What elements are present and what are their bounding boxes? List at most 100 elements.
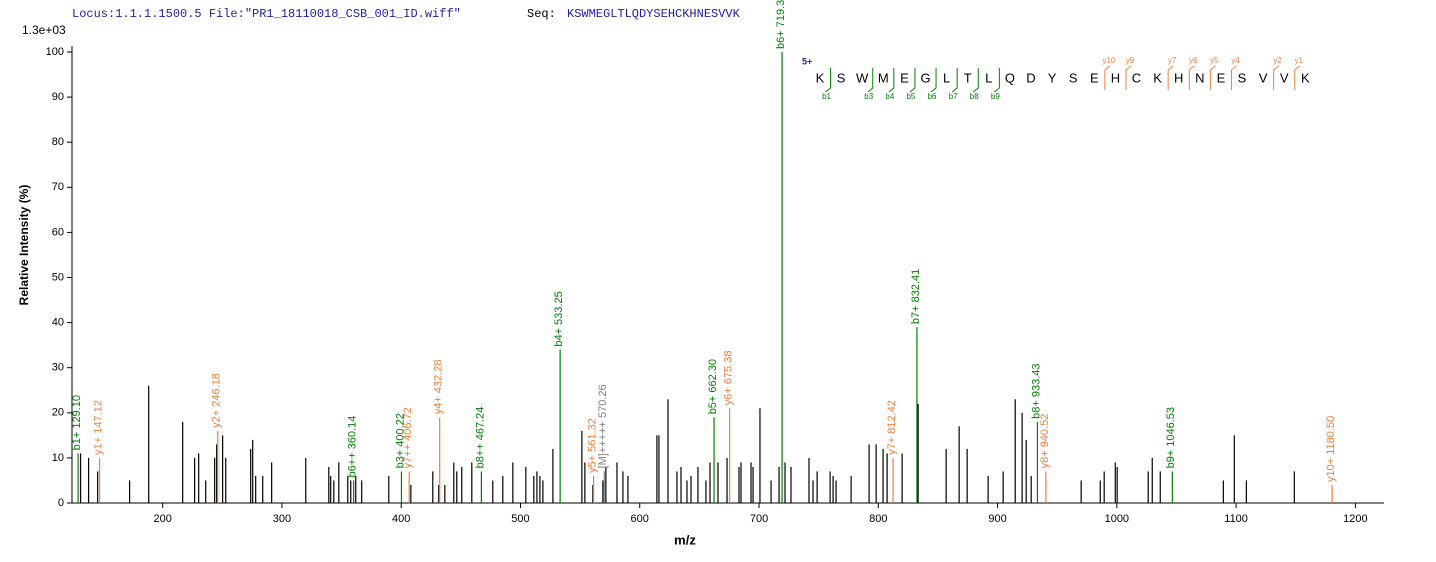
y-marker-label: y2 <box>1273 56 1282 65</box>
y-tick-label: 60 <box>52 226 64 238</box>
x-tick-label: 300 <box>273 513 291 525</box>
y-marker <box>1209 65 1216 90</box>
peak-label: y6+ 675.38 <box>723 351 735 406</box>
y-tick-label: 20 <box>52 407 64 419</box>
peak-label: [M]+++++ 570.26 <box>597 384 609 468</box>
residue: V <box>1259 70 1268 85</box>
x-tick-label: 1100 <box>1224 513 1248 525</box>
residue: K <box>1301 70 1310 85</box>
residue: T <box>964 70 972 85</box>
b-marker-label: b3 <box>864 92 873 101</box>
y-marker-label: y9 <box>1126 56 1135 65</box>
peak-label: b4+ 533.25 <box>553 291 565 346</box>
peak-label: b7+ 832.41 <box>910 269 922 324</box>
residue: Y <box>1048 70 1057 85</box>
x-tick-label: 200 <box>153 513 171 525</box>
residue: H <box>1174 70 1183 85</box>
y-marker <box>1125 65 1132 90</box>
b-marker-label: b1 <box>822 92 831 101</box>
residue: E <box>900 70 909 85</box>
peak-label: b6+ 719.31 <box>775 0 787 49</box>
b-marker-label: b4 <box>885 92 894 101</box>
x-tick-label: 400 <box>392 513 410 525</box>
header: Locus:1.1.1.1500.5 File:"PR1_18110018_CS… <box>72 7 461 21</box>
sequence-text: KSWMEGLTLQDYSEHCKHNESVVK <box>567 7 741 21</box>
y-marker-label: y10 <box>1102 56 1115 65</box>
residue: N <box>1195 70 1204 85</box>
residue: S <box>1069 70 1078 85</box>
b-marker-label: b8 <box>970 92 979 101</box>
peak-label: y7+ 812.42 <box>886 400 898 455</box>
peak-label: b6++ 360.14 <box>347 416 359 478</box>
x-tick-label: 800 <box>869 513 887 525</box>
y-tick-label: 50 <box>52 271 64 283</box>
x-tick-label: 500 <box>511 513 529 525</box>
residue: V <box>1280 70 1289 85</box>
x-tick-label: 900 <box>988 513 1006 525</box>
residue: Q <box>1005 70 1015 85</box>
residue: W <box>856 70 869 85</box>
b-marker <box>909 68 916 93</box>
peak-label: b8++ 467.24 <box>474 407 486 469</box>
y-marker-label: y4 <box>1231 56 1240 65</box>
peak-label: y1+ 147.12 <box>92 400 104 455</box>
y-axis-label: Relative Intensity (%) <box>17 185 31 306</box>
b-marker <box>972 68 979 93</box>
b-marker <box>867 68 874 93</box>
y-tick-label: 10 <box>52 452 64 464</box>
peak-label: b5+ 662.30 <box>707 359 719 414</box>
residue: E <box>1090 70 1099 85</box>
residue: S <box>837 70 846 85</box>
residue: M <box>878 70 889 85</box>
peak-label: y2+ 246.18 <box>211 373 223 428</box>
peak-label: b9+ 1046.53 <box>1165 407 1177 468</box>
x-tick-label: 1000 <box>1105 513 1129 525</box>
residue: G <box>920 70 930 85</box>
residue: L <box>985 70 992 85</box>
b-marker <box>951 68 958 93</box>
x-tick-label: 700 <box>750 513 768 525</box>
residue: C <box>1132 70 1141 85</box>
y-tick-label: 80 <box>52 136 64 148</box>
residue: K <box>1153 70 1162 85</box>
y-marker <box>1188 65 1195 90</box>
b-marker-label: b5 <box>906 92 915 101</box>
peak-label: y4+ 432.28 <box>433 360 445 415</box>
peak-label: y8+ 940.52 <box>1039 414 1051 469</box>
b-marker-label: b7 <box>949 92 958 101</box>
residue: E <box>1217 70 1226 85</box>
b-marker <box>888 68 895 93</box>
residue: D <box>1026 70 1035 85</box>
b-marker-label: b6 <box>928 92 937 101</box>
residue: L <box>943 70 950 85</box>
y-marker <box>1294 65 1301 90</box>
y-marker <box>1230 65 1237 90</box>
peak-label: b8+ 933.43 <box>1030 363 1042 418</box>
y-tick-label: 100 <box>46 46 64 58</box>
b-marker <box>825 68 832 93</box>
y-marker <box>1273 65 1279 90</box>
residue: S <box>1238 70 1247 85</box>
peak-label: y5+ 561.32 <box>587 418 599 473</box>
residue: H <box>1111 70 1120 85</box>
scale-label: 1.3e+03 <box>22 23 66 37</box>
charge-label: 5+ <box>802 56 812 66</box>
y-tick-label: 90 <box>52 91 64 103</box>
y-tick-label: 0 <box>58 497 64 509</box>
peak-label: y7++ 406.72 <box>402 407 414 468</box>
x-tick-label: 1200 <box>1343 513 1367 525</box>
b-marker <box>930 68 937 93</box>
y-marker-label: y5 <box>1210 56 1219 65</box>
y-tick-label: 70 <box>52 181 64 193</box>
x-axis-label: m/z <box>674 532 696 547</box>
y-marker-label: y1 <box>1295 56 1304 65</box>
peak-label: b3+ 400.22 <box>394 413 406 468</box>
residue: K <box>816 70 825 85</box>
y-tick-label: 40 <box>52 317 64 329</box>
y-marker <box>1167 65 1174 90</box>
b-marker-label: b9 <box>991 92 1000 101</box>
y-marker-label: y6 <box>1189 56 1198 65</box>
x-tick-label: 600 <box>631 513 649 525</box>
peak-label: b1+ 129.10 <box>71 395 83 450</box>
